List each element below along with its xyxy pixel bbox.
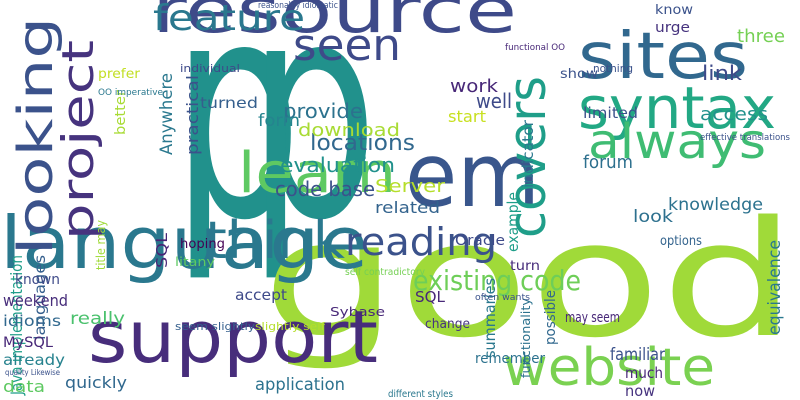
- word: looking: [8, 17, 64, 255]
- word: knowledge: [668, 195, 763, 215]
- word: Anywhere: [157, 73, 177, 155]
- word: form: [258, 111, 300, 131]
- word: application: [255, 375, 345, 395]
- word: different styles: [388, 389, 453, 400]
- word: Oracle: [455, 233, 505, 249]
- word: functionality: [519, 298, 533, 378]
- word: now: [625, 382, 655, 400]
- word: learn: [238, 141, 396, 206]
- word: Sybase: [330, 305, 385, 319]
- word: SQL: [153, 232, 171, 268]
- word: example: [504, 192, 522, 252]
- word: provide: [283, 99, 363, 123]
- word: change: [425, 317, 470, 332]
- word: code base: [275, 177, 375, 201]
- word: really: [70, 309, 125, 329]
- word: reading: [345, 220, 497, 264]
- word: look: [633, 207, 673, 227]
- word: idioms: [3, 312, 61, 330]
- word: slightly self: [255, 320, 326, 333]
- word: better: [113, 90, 129, 135]
- word: well: [476, 89, 512, 113]
- word: Java implementation: [7, 255, 26, 396]
- word: turned: [200, 94, 258, 112]
- word: reasonably idiomatic: [258, 1, 338, 11]
- word: functional OO: [505, 43, 565, 53]
- word: remember: [475, 351, 545, 367]
- word: seen: [293, 20, 401, 71]
- word: nothing: [593, 62, 633, 75]
- word: title may: [94, 220, 108, 270]
- word: limited: [583, 104, 638, 122]
- word: may seem: [565, 310, 620, 326]
- word: forum: [583, 152, 633, 173]
- word: effective translations: [700, 133, 790, 143]
- word: urge: [655, 20, 690, 36]
- word: individual: [180, 62, 240, 75]
- word: hoping: [180, 237, 225, 252]
- word: know: [655, 3, 693, 18]
- word: support: [88, 295, 378, 379]
- word: summaries: [481, 278, 499, 358]
- word: SQL: [415, 288, 446, 306]
- word: evaluation: [280, 153, 395, 177]
- word: data: [3, 377, 45, 396]
- word: feature: [153, 0, 305, 39]
- word: website: [503, 338, 715, 398]
- word: seem slightly: [175, 320, 256, 333]
- word: existing code: [413, 264, 581, 297]
- word: resource: [152, 0, 517, 47]
- word: access: [700, 104, 768, 125]
- word: em: [405, 124, 540, 227]
- word: download: [298, 120, 400, 141]
- word: Server: [375, 176, 446, 197]
- word: show: [560, 67, 598, 82]
- word: possible: [543, 290, 559, 345]
- word: practical: [183, 75, 202, 155]
- word: start: [448, 107, 486, 126]
- word: three: [737, 26, 785, 47]
- word: litany: [175, 255, 215, 269]
- word: related: [375, 198, 440, 217]
- word: weekend: [3, 291, 68, 310]
- word: indicator: [519, 119, 537, 188]
- word: much: [625, 364, 663, 382]
- word: turn: [510, 259, 540, 274]
- word: already: [3, 351, 65, 369]
- word: often wants: [475, 293, 530, 303]
- word: locations: [310, 131, 415, 156]
- word: link: [702, 61, 742, 85]
- word: known: [15, 272, 60, 288]
- word: languages: [31, 255, 49, 340]
- word: syntax: [578, 74, 776, 142]
- word: MySQL: [3, 335, 53, 351]
- word: prefer: [98, 67, 141, 82]
- word: project: [53, 40, 104, 240]
- word: work: [450, 76, 499, 97]
- word: options: [660, 234, 702, 249]
- word: p: [172, 0, 302, 286]
- word: quality Likewise: [5, 368, 60, 377]
- word: p: [248, 0, 378, 286]
- word: OO imperative: [98, 88, 163, 98]
- word: self contradictory: [345, 267, 425, 278]
- word: language: [0, 201, 368, 285]
- word: familiar: [610, 345, 665, 365]
- word: always: [588, 114, 766, 170]
- word: accept: [235, 286, 287, 304]
- word: equivalence: [765, 240, 785, 335]
- word: good: [262, 186, 797, 373]
- word: think: [205, 211, 345, 271]
- word: sites: [578, 20, 748, 94]
- word: quickly: [65, 373, 127, 392]
- word: covers: [498, 76, 558, 238]
